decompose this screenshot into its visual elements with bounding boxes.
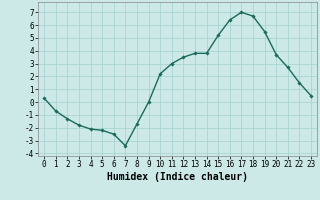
- X-axis label: Humidex (Indice chaleur): Humidex (Indice chaleur): [107, 172, 248, 182]
